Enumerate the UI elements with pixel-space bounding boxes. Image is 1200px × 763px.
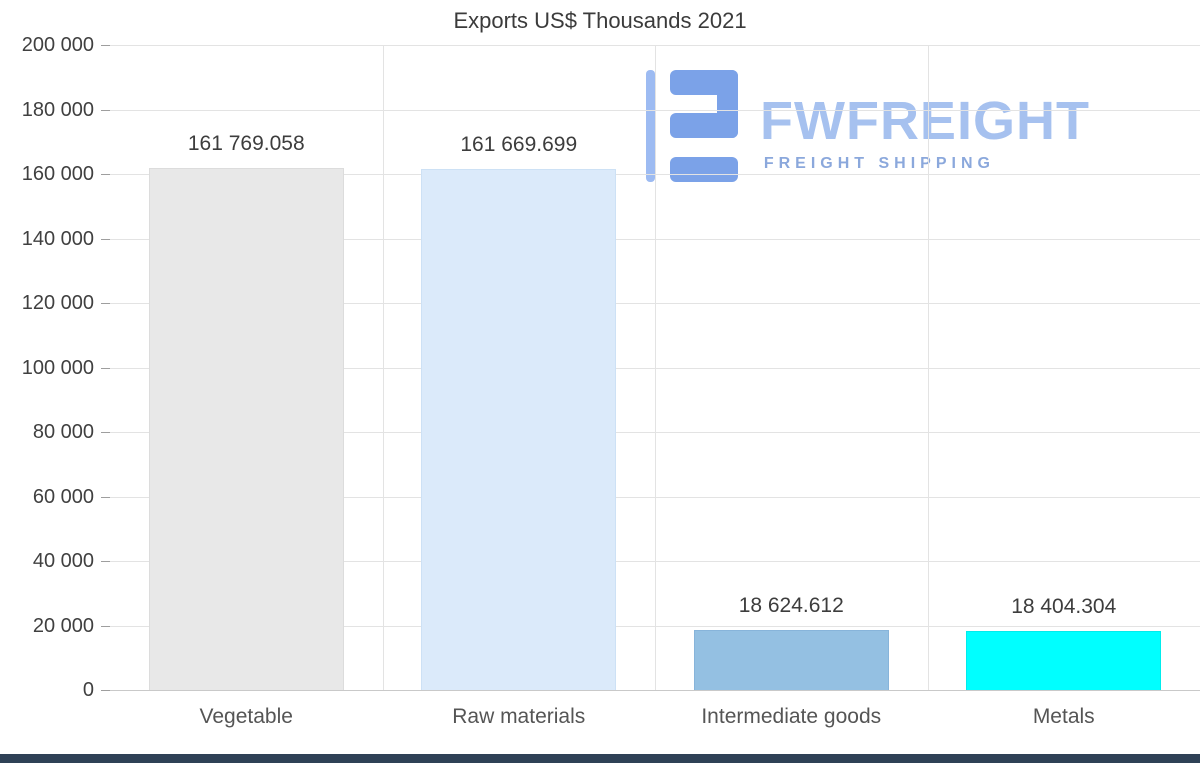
y-axis-tick — [101, 109, 110, 111]
plot-area: FWFREIGHT FREIGHT SHIPPING 161 769.058 16… — [101, 45, 1200, 691]
bar-value-label: 18 624.612 — [738, 593, 844, 617]
y-tick-label: 160 000 — [21, 163, 94, 185]
y-tick-label: 80 000 — [32, 421, 94, 443]
y-axis-tick — [101, 690, 110, 691]
bar-value-label: 161 769.058 — [187, 132, 305, 156]
bar-value-label: 18 404.304 — [1011, 594, 1117, 618]
x-axis-label: Vegetable — [199, 705, 293, 728]
y-tick-label: 100 000 — [21, 356, 94, 379]
bar — [148, 168, 344, 690]
v-gridline — [655, 45, 656, 690]
watermark-tagline: FREIGHT SHIPPING — [763, 155, 995, 172]
watermark-text: FWFREIGHT FREIGHT SHIPPING — [760, 94, 1090, 184]
y-axis-tick — [101, 432, 110, 433]
y-tick-label: 120 000 — [21, 292, 94, 314]
y-axis-tick — [101, 561, 110, 562]
y-tick-label: 0 — [82, 679, 94, 701]
footer-bar — [0, 754, 1200, 763]
chart-title: Exports US$ Thousands 2021 — [453, 8, 747, 33]
y-axis-tick — [101, 367, 110, 369]
y-axis-tick — [101, 303, 110, 304]
v-gridline — [927, 45, 929, 690]
y-tick-label: 60 000 — [32, 485, 94, 508]
x-axis-label: Raw materials — [452, 705, 586, 728]
y-tick-label: 200 000 — [21, 34, 94, 56]
fwfreight-logo-icon — [646, 70, 738, 182]
watermark-logo: FWFREIGHT FREIGHT SHIPPING — [646, 68, 1090, 184]
y-tick-label: 20 000 — [32, 614, 94, 637]
h-gridline — [110, 690, 1200, 691]
y-tick-label: 140 000 — [21, 227, 94, 250]
watermark-brand: FWFREIGHT — [760, 91, 1090, 151]
x-axis-labels: Vegetable Raw materials Intermediate goods… — [110, 705, 1200, 737]
y-tick-label: 180 000 — [21, 98, 94, 121]
y-axis-tick — [101, 625, 110, 627]
y-axis-tick — [101, 45, 110, 46]
y-axis: 0 20 000 40 000 60 000 80 000 100 000 120 000 1… — [0, 34, 100, 701]
y-axis-tick — [101, 174, 110, 175]
y-axis-tick — [101, 238, 110, 240]
x-axis-label: Intermediate goods — [701, 705, 882, 728]
bar-value-label: 161 669.699 — [460, 132, 578, 156]
x-axis-label: Metals — [1032, 705, 1095, 728]
y-tick-label: 40 000 — [32, 550, 94, 572]
bar — [693, 629, 889, 690]
y-axis-tick — [101, 496, 110, 498]
v-gridline — [382, 45, 384, 690]
bar — [421, 168, 617, 690]
bar — [966, 630, 1162, 690]
